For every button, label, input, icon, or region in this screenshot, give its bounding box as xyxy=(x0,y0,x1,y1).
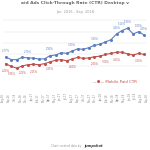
Text: Apr-17: Apr-17 xyxy=(47,93,51,101)
Text: Apr-18: Apr-18 xyxy=(116,93,120,101)
Text: 3.10%: 3.10% xyxy=(135,59,143,63)
Text: 3.20%: 3.20% xyxy=(113,58,120,62)
Text: aid Ads Click-Through Rate (CTR) Desktop v: aid Ads Click-Through Rate (CTR) Desktop… xyxy=(21,1,129,5)
Text: Aug-17: Aug-17 xyxy=(70,93,74,102)
Text: Dec-17: Dec-17 xyxy=(93,93,97,102)
Text: 4.80%: 4.80% xyxy=(113,26,120,30)
Text: Jun-18: Jun-18 xyxy=(128,93,132,101)
Text: 2.00%: 2.00% xyxy=(18,71,26,75)
Text: Aug-18: Aug-18 xyxy=(139,93,143,102)
Text: 2.20%: 2.20% xyxy=(2,69,10,73)
Text: 2.77%: 2.77% xyxy=(2,49,10,53)
Text: Oct-17: Oct-17 xyxy=(82,93,86,101)
Text: Nov-17: Nov-17 xyxy=(87,93,91,102)
Text: Jan-18: Jan-18 xyxy=(99,93,103,101)
Text: Sep-17: Sep-17 xyxy=(76,93,80,102)
Text: Jul-17: Jul-17 xyxy=(64,93,68,100)
Text: May-17: May-17 xyxy=(53,93,57,102)
Text: Feb-18: Feb-18 xyxy=(105,93,109,102)
Text: Mar-17: Mar-17 xyxy=(41,93,45,102)
Text: Jan. 2016 - Sep. 2018: Jan. 2016 - Sep. 2018 xyxy=(56,10,94,14)
Text: 5.00%: 5.00% xyxy=(135,24,142,27)
Text: Jan-17: Jan-17 xyxy=(30,93,34,101)
Text: 3.00%: 3.00% xyxy=(102,60,109,64)
Text: —●— Mobile Paid CTR: —●— Mobile Paid CTR xyxy=(93,80,137,84)
Text: Sep-16: Sep-16 xyxy=(7,93,11,102)
Text: 3.80%: 3.80% xyxy=(90,37,98,41)
Text: 5.30%: 5.30% xyxy=(124,20,132,24)
Text: 2.15%: 2.15% xyxy=(29,70,38,74)
Text: Nov-16: Nov-16 xyxy=(18,93,22,102)
Text: 3.30%: 3.30% xyxy=(68,43,76,47)
Text: 4.70%: 4.70% xyxy=(140,27,148,31)
Text: Chart created data by: Chart created data by xyxy=(51,144,82,148)
Text: 2.70%: 2.70% xyxy=(24,50,32,54)
Text: Feb-17: Feb-17 xyxy=(36,93,40,102)
Text: Aug-16: Aug-16 xyxy=(1,93,5,102)
Text: 1.95%: 1.95% xyxy=(7,72,15,76)
Text: 2.60%: 2.60% xyxy=(68,65,76,69)
Text: 5.10%: 5.10% xyxy=(118,22,126,26)
Text: Jun-17: Jun-17 xyxy=(59,93,63,101)
Text: May-18: May-18 xyxy=(122,93,126,102)
Text: jumpshot: jumpshot xyxy=(84,144,102,148)
Text: Sep-18: Sep-18 xyxy=(145,93,149,102)
Text: 2.80%: 2.80% xyxy=(90,62,98,66)
Text: Oct-16: Oct-16 xyxy=(12,93,16,101)
Text: Dec-16: Dec-16 xyxy=(24,93,28,102)
Text: 2.35%: 2.35% xyxy=(46,68,54,71)
Text: 2.90%: 2.90% xyxy=(46,47,54,51)
Text: Jul-18: Jul-18 xyxy=(134,93,138,100)
Text: Mar-18: Mar-18 xyxy=(110,93,114,102)
